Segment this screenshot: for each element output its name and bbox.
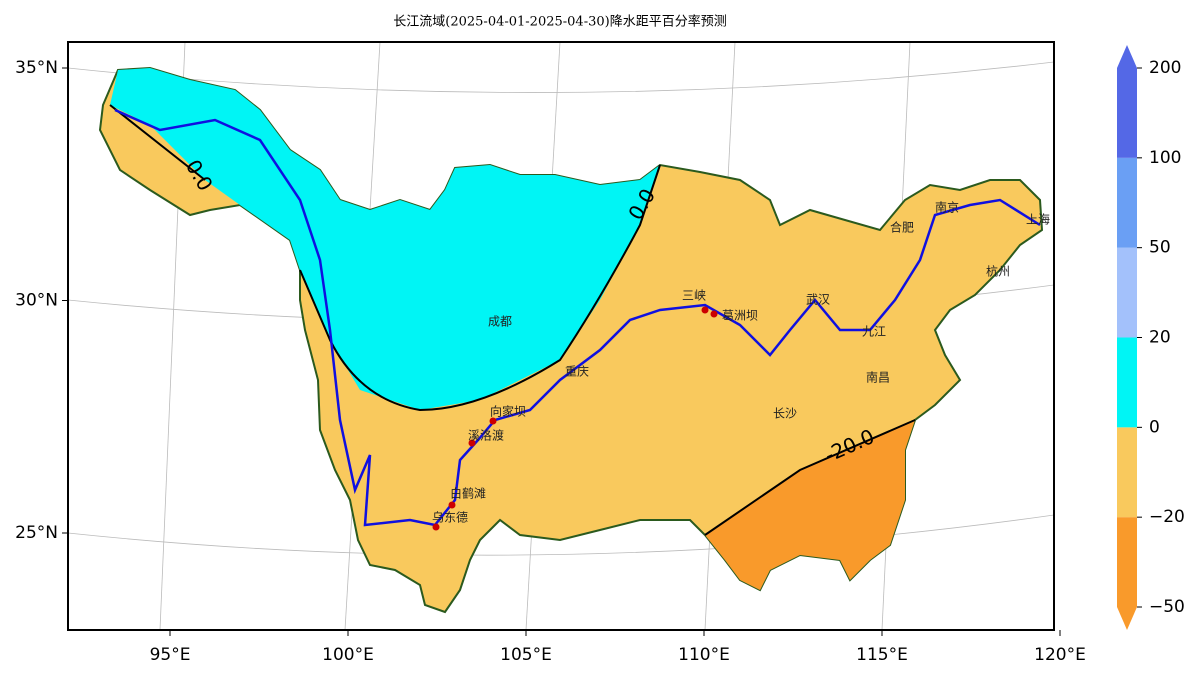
colorbar-tick-label: 20 [1149, 328, 1171, 348]
city-label: 白鹤滩 [450, 486, 486, 501]
city-labels: 成都 重庆 三峡 葛洲坝 向家坝 溪洛渡 白鹤滩 乌东德 武汉 九江 长沙 南昌… [432, 200, 1050, 525]
colorbar: −50 −20 0 20 50 100 200 [1117, 45, 1185, 630]
city-label: 九江 [862, 325, 886, 339]
colorbar-extend [1117, 607, 1137, 630]
city-label: 上海 [1026, 212, 1050, 227]
axes: 95°E 100°E 105°E 110°E 115°E 120°E 25°N 30°N 35°… [15, 58, 1086, 665]
colorbar-tick-label: −50 [1149, 597, 1185, 617]
city-label: 杭州 [986, 264, 1010, 279]
basin [98, 66, 1044, 614]
colorbar-segment [1117, 68, 1137, 158]
city-label: 长沙 [773, 407, 797, 421]
y-tick-label: 25°N [15, 523, 58, 543]
city-label: 向家坝 [490, 404, 526, 419]
y-tick-label: 35°N [15, 58, 58, 78]
colorbar-segment [1117, 427, 1137, 518]
colorbar-tick-label: 100 [1149, 148, 1181, 168]
city-label: 南昌 [866, 370, 890, 385]
city-label: 溪洛渡 [468, 428, 504, 443]
colorbar-segment [1117, 337, 1137, 428]
city-label: 成都 [488, 315, 512, 329]
x-tick-label: 95°E [150, 645, 191, 665]
city-label: 乌东德 [432, 510, 468, 525]
region-dark-orange [705, 420, 915, 590]
city-label: 武汉 [806, 293, 830, 307]
region-cyan [110, 68, 660, 410]
x-tick-label: 100°E [322, 645, 374, 665]
city-label: 重庆 [565, 365, 589, 379]
colorbar-tick-label: 200 [1149, 58, 1181, 78]
colorbar-tick-label: −20 [1149, 507, 1185, 527]
colorbar-segment [1117, 157, 1137, 248]
city-label: 合肥 [890, 220, 914, 235]
x-tick-label: 115°E [856, 645, 908, 665]
y-tick-label: 30°N [15, 291, 58, 311]
river [114, 108, 1041, 527]
colorbar-segment [1117, 247, 1137, 338]
city-label: 三峡 [682, 289, 706, 303]
city-label: 南京 [935, 200, 959, 215]
city-label: 葛洲坝 [722, 309, 758, 323]
colorbar-extend [1117, 45, 1137, 68]
colorbar-tick-label: 0 [1149, 417, 1160, 437]
contour-line [109, 104, 916, 536]
colorbar-tick-label: 50 [1149, 238, 1171, 258]
x-tick-label: 110°E [678, 645, 730, 665]
title: 长江流域(2025-04-01-2025-04-30)降水距平百分率预测 [393, 14, 726, 30]
x-tick-label: 120°E [1034, 645, 1086, 665]
map-frame [67, 41, 1055, 631]
x-tick-label: 105°E [500, 645, 552, 665]
city-dots [432, 306, 718, 531]
colorbar-segment [1117, 517, 1137, 607]
